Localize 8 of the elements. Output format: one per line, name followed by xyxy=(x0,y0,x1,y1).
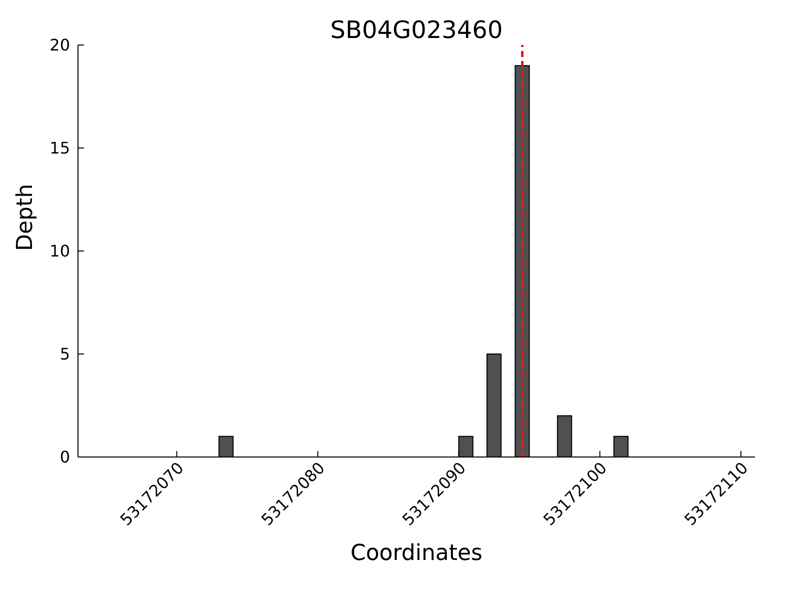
chart-title: SB04G023460 xyxy=(329,16,504,44)
y-tick-label: 20 xyxy=(50,36,70,55)
y-tick-label: 10 xyxy=(50,242,70,261)
y-tick-label: 15 xyxy=(50,138,70,158)
y-tick-label: 0 xyxy=(60,448,70,467)
y-axis-title: Depth xyxy=(12,184,38,251)
x-axis-title: Coordinates xyxy=(350,541,483,566)
y-tick-label: 5 xyxy=(60,344,70,364)
